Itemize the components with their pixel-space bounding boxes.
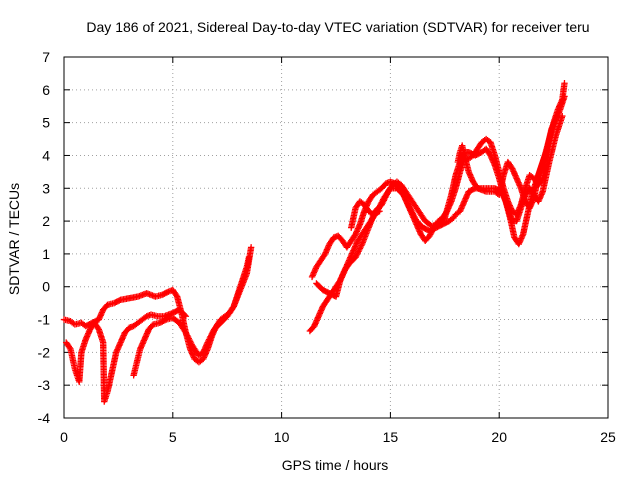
data-point: [561, 80, 568, 87]
series-track-b: [62, 306, 190, 405]
x-tick-label: 20: [491, 429, 507, 445]
y-tick-label: 0: [42, 279, 50, 295]
x-tick-label: 0: [60, 429, 68, 445]
data-point: [355, 248, 362, 255]
data-point: [186, 336, 193, 344]
data-point: [207, 333, 214, 340]
x-axis-label: GPS time / hours: [282, 457, 389, 473]
data-point: [205, 336, 213, 343]
data-point: [376, 208, 383, 215]
series-track-g: [348, 198, 383, 231]
y-tick-label: 5: [42, 115, 50, 131]
y-tick-label: 1: [42, 246, 50, 262]
x-tick-label: 5: [169, 429, 177, 445]
data-point: [379, 198, 387, 205]
y-tick-label: 2: [42, 213, 50, 229]
series-track-h: [454, 142, 551, 212]
data-point: [182, 313, 190, 320]
data-point: [543, 145, 551, 153]
y-tick-label: 6: [42, 82, 50, 98]
data-point: [381, 195, 388, 203]
series-track-f: [313, 112, 566, 300]
data-point: [358, 242, 365, 249]
data-point: [208, 330, 216, 337]
data-points-layer: [60, 80, 568, 405]
y-tick-label: -4: [38, 410, 51, 426]
data-point: [353, 251, 361, 258]
series-track-a: [60, 253, 253, 366]
data-point: [185, 335, 192, 342]
data-point: [383, 191, 390, 198]
data-point: [352, 253, 359, 261]
plot-frame: [63, 56, 609, 419]
data-point: [184, 332, 191, 339]
data-point: [181, 311, 188, 319]
data-point: [356, 246, 363, 254]
y-tick-label: 3: [42, 180, 50, 196]
data-point: [184, 333, 192, 341]
data-point: [205, 337, 212, 345]
data-point: [357, 243, 364, 251]
data-point: [354, 249, 361, 257]
data-point: [382, 194, 389, 201]
data-point: [206, 334, 213, 342]
x-tick-label: 15: [383, 429, 399, 445]
data-point: [375, 208, 382, 216]
data-point: [379, 200, 386, 207]
y-tick-label: 7: [42, 49, 50, 65]
data-point: [559, 112, 566, 120]
y-tick-label: -3: [38, 377, 51, 393]
data-point: [66, 344, 73, 351]
data-point: [173, 292, 180, 299]
chart-title: Day 186 of 2021, Sidereal Day-to-day VTE…: [86, 19, 589, 35]
data-point: [187, 338, 194, 345]
axis-ticks-layer: 0 5 10 15 20 25 -4 -3 -2 -1 0 1 2 3 4 5 6 7: [38, 49, 616, 445]
data-point: [382, 192, 390, 200]
data-point: [161, 317, 169, 324]
y-tick-label: 4: [42, 147, 50, 163]
series-track-c: [130, 244, 255, 379]
data-point: [378, 201, 385, 208]
data-point: [208, 332, 215, 339]
data-point: [561, 93, 568, 100]
plot-frame-layer: [63, 56, 609, 419]
data-point: [182, 329, 190, 336]
data-point: [353, 252, 360, 259]
y-tick-label: -1: [38, 312, 51, 328]
data-point: [187, 339, 195, 347]
data-point: [183, 330, 190, 338]
data-point: [247, 244, 255, 251]
data-point: [209, 329, 216, 336]
data-point: [356, 245, 364, 252]
data-point: [380, 197, 388, 204]
x-tick-label: 10: [274, 429, 290, 445]
data-point: [204, 339, 211, 346]
x-tick-label: 25: [600, 429, 616, 445]
y-tick-label: -2: [38, 344, 51, 360]
y-axis-label: SDTVAR / TECUs: [6, 183, 22, 295]
